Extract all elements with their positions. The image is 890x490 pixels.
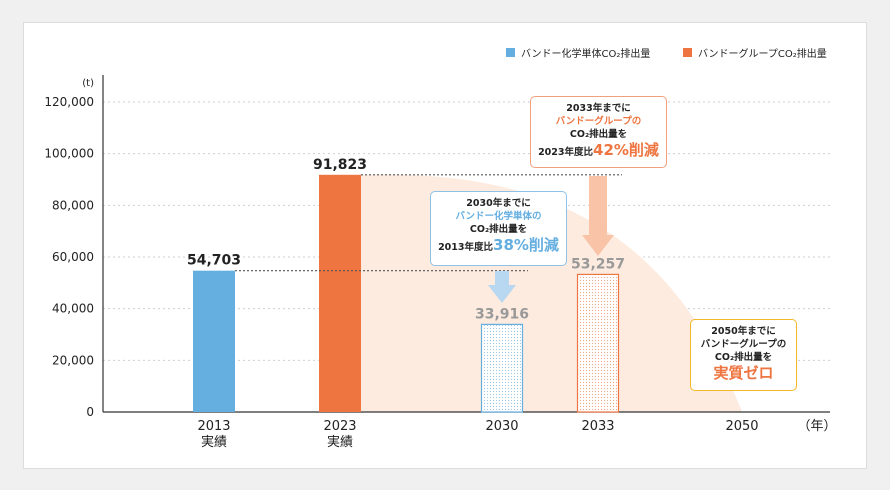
callout-2030-big: 38%削減 [493, 236, 559, 254]
bar-value-label-2013: 54,703 [187, 253, 241, 269]
callout-2030-line2: バンドー化学単体の [455, 211, 542, 222]
arrow-down-2033-icon [582, 176, 614, 256]
callout-2030-line1: 2030年までに [466, 198, 531, 209]
callout-2033-line1: 2033年までに [566, 103, 631, 114]
x-tick-label-2023: 2023 実績 [310, 419, 370, 451]
y-tick-label: 60,000 [52, 250, 94, 264]
x-tick-sublabel: 実績 [326, 435, 353, 450]
callout-2050-line2: バンドーグループの [700, 339, 787, 350]
callout-2050-target: 2050年までに バンドーグループの CO₂排出量を 実質ゼロ [690, 319, 797, 391]
y-tick-label: 80,000 [52, 198, 94, 212]
callout-2050-big: 実質ゼロ [713, 364, 774, 382]
y-unit-label: (t) [82, 78, 94, 89]
callout-2033-target: 2033年までに バンドーグループの CO₂排出量を 2023年度比42%削減 [530, 96, 667, 168]
legend-swatch-blue [506, 48, 515, 57]
x-tick-year: 2033 [581, 419, 615, 434]
callout-2050-line3: CO₂排出量を [714, 352, 773, 363]
x-tick-label-2013: 2013 実績 [184, 419, 244, 451]
legend-item-single: バンドー化学単体CO₂排出量 [506, 45, 650, 60]
callout-2030-target: 2030年までに バンドー化学単体の CO₂排出量を 2013年度比38%削減 [430, 191, 567, 266]
arrow-down-2030-icon [488, 271, 516, 303]
x-tick-year: 2023 [323, 419, 357, 434]
callout-2033-line4: 2023年度比42%削減 [531, 141, 666, 159]
x-tick-label-2030: 2030 [472, 419, 532, 435]
x-tick-sublabel: 実績 [200, 435, 227, 450]
callout-2030-prefix: 2013年度比 [438, 242, 494, 253]
callout-2033-prefix: 2023年度比 [538, 147, 594, 158]
x-tick-label-2033: 2033 [568, 419, 628, 435]
callout-2030-line4: 2013年度比38%削減 [431, 236, 566, 254]
bar-2013 [193, 270, 235, 412]
legend-label-group: バンドーグループCO₂排出量 [698, 49, 827, 60]
legend-label-single: バンドー化学単体CO₂排出量 [521, 49, 651, 60]
y-tick-label: 100,000 [44, 147, 94, 161]
bar-value-label-2030: 33,916 [475, 306, 529, 322]
x-tick-label-2050: 2050 [712, 419, 772, 435]
callout-2033-line2: バンドーグループの [555, 116, 642, 127]
callout-2033-line3: CO₂排出量を [569, 129, 628, 140]
y-tick-label: 120,000 [44, 95, 94, 109]
target-bar-2030 [480, 323, 524, 413]
callout-2050-line1: 2050年までに [711, 326, 776, 337]
bar-2023 [319, 174, 361, 412]
callout-2033-big: 42%削減 [593, 141, 659, 159]
bar-value-label-2023: 91,823 [313, 157, 367, 173]
callout-2030-line3: CO₂排出量を [469, 224, 528, 235]
x-tick-year: 2013 [197, 419, 231, 434]
bar-value-label-2033: 53,257 [571, 256, 625, 272]
legend-swatch-orange [683, 48, 692, 57]
y-tick-label: 0 [86, 405, 94, 419]
x-unit-label: （年） [797, 419, 837, 434]
y-tick-label: 20,000 [52, 353, 94, 367]
legend-item-group: バンドーグループCO₂排出量 [683, 45, 827, 60]
x-tick-year: 2050 [725, 419, 759, 434]
x-tick-year: 2030 [485, 419, 519, 434]
y-tick-label: 40,000 [52, 302, 94, 316]
target-bar-2033 [576, 273, 620, 413]
